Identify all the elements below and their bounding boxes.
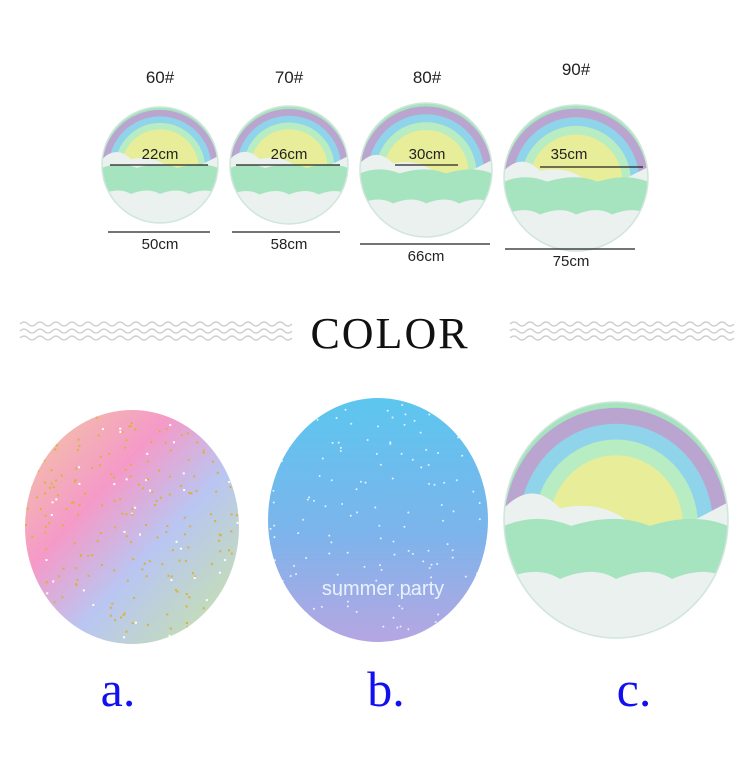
inner-diameter-80: 30cm — [408, 146, 446, 163]
size-ring-0 — [101, 106, 219, 224]
size-model-90: 90# — [561, 60, 591, 79]
outer-diameter-90: 75cm — [552, 253, 590, 270]
size-ring-2 — [359, 102, 493, 238]
variant-ring-a — [25, 410, 240, 644]
outer-diameter-70: 58cm — [270, 236, 308, 253]
size-model-80: 80# — [412, 68, 442, 87]
inner-diameter-70: 26cm — [270, 146, 308, 163]
size-model-60: 60# — [145, 68, 175, 87]
section-title: COLOR — [310, 309, 470, 358]
size-model-70: 70# — [274, 68, 304, 87]
wave-divider-left — [19, 321, 293, 341]
inner-diameter-60: 22cm — [141, 146, 179, 163]
inner-diameter-90: 35cm — [550, 146, 588, 163]
variant-label-a: a. — [100, 661, 136, 717]
size-ring-1 — [229, 105, 349, 225]
outer-diameter-80: 66cm — [407, 248, 445, 265]
variant-label-b: b. — [367, 661, 405, 717]
variant-ring-b: summer party — [268, 398, 488, 642]
ring-print-text: summer party — [322, 578, 444, 600]
outer-diameter-60: 50cm — [141, 236, 179, 253]
size-ring-3 — [503, 104, 649, 252]
variant-ring-c — [503, 401, 729, 639]
wave-divider-right — [509, 321, 735, 341]
variant-label-c: c. — [616, 661, 652, 717]
